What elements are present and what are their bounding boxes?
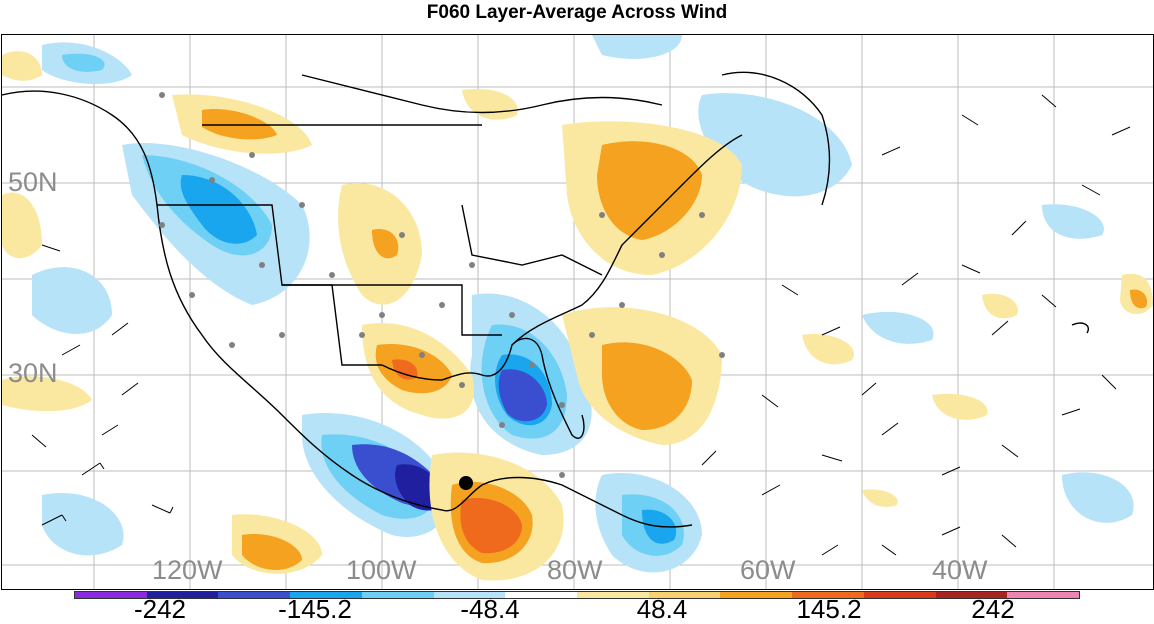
colorbar-segment — [75, 592, 147, 598]
colorbar-segment — [577, 592, 649, 598]
colorbar-segment — [218, 592, 291, 598]
station-dots — [159, 92, 725, 478]
map-title: F060 Layer-Average Across Wind — [426, 2, 728, 23]
coastlines — [2, 71, 1089, 528]
lon-label-120w: 120W — [152, 555, 223, 585]
colorbar-segment — [1007, 592, 1080, 598]
colorbar-label-pos145: 145.2 — [796, 594, 862, 624]
lon-label-80w: 80W — [547, 555, 603, 585]
colorbar-segment — [648, 592, 721, 598]
colorbar-label-neg242: -242 — [133, 594, 187, 624]
lat-label-30n: 30N — [8, 358, 58, 388]
colorbar-label-neg48: -48.4 — [460, 594, 520, 624]
wind-barbs — [31, 94, 1131, 556]
field-light-yellow — [2, 51, 1153, 581]
lon-label-60w: 60W — [740, 555, 796, 585]
colorbar-segment — [720, 592, 793, 598]
colorbar-label-pos242: 242 — [971, 594, 1015, 624]
lon-label-40w: 40W — [932, 555, 988, 585]
lat-label-50n: 50N — [8, 167, 58, 197]
colorbar-segment — [290, 592, 362, 598]
black-dot-marker[interactable] — [459, 476, 473, 490]
colorbar-label-pos48: 48.4 — [636, 594, 688, 624]
colorbar-label-neg145: -145.2 — [278, 594, 352, 624]
colorbar-segment — [863, 592, 936, 598]
map-svg — [2, 35, 1153, 589]
colorbar-segment — [505, 592, 578, 598]
colorbar-labels: -242 -145.2 -48.4 48.4 145.2 242 — [0, 596, 1154, 622]
field-red-orange — [392, 359, 522, 554]
colorbar-segment — [146, 592, 219, 598]
colorbar — [74, 591, 1080, 599]
map-canvas[interactable]: 50N 30N 120W 100W 80W 60W 40W — [1, 34, 1154, 590]
colorbar-segment — [935, 592, 1008, 598]
colorbar-segment — [361, 592, 434, 598]
colorbar-segment — [433, 592, 506, 598]
lon-label-100w: 100W — [346, 555, 417, 585]
colorbar-segment — [792, 592, 864, 598]
